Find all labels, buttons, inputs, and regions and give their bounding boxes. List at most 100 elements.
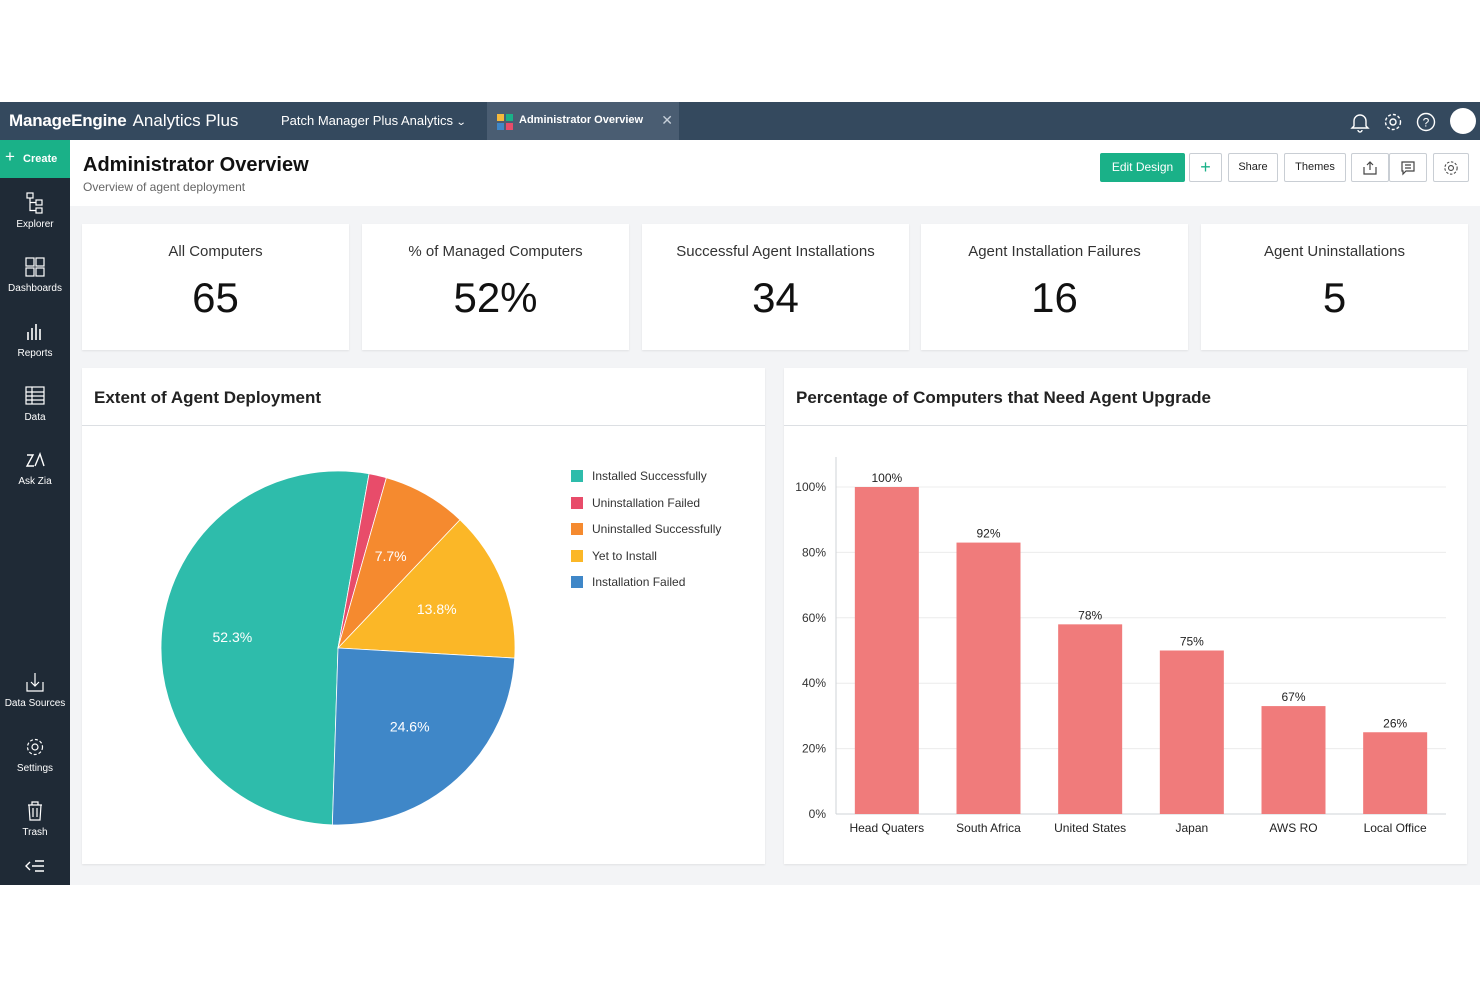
legend-swatch: [571, 496, 583, 509]
kpi-title: Successful Agent Installations: [676, 243, 875, 260]
sidebar: + Create Explorer Dashboards: [0, 140, 70, 885]
kpi-value: 16: [1031, 274, 1078, 321]
pie-slice-installed-successfully[interactable]: [160, 470, 370, 826]
legend-label: Uninstalled Successfully: [592, 522, 722, 536]
ask-zia-icon: [25, 452, 45, 467]
workspace-selector[interactable]: Patch Manager Plus Analytics ⌄: [281, 113, 467, 128]
workspace-label: Patch Manager Plus Analytics: [281, 113, 453, 128]
chart-title: Extent of Agent Deployment: [94, 388, 321, 407]
help-icon[interactable]: ?: [1415, 111, 1437, 133]
card-divider: [784, 425, 1467, 426]
y-tick-label: 0%: [809, 807, 827, 821]
sidebar-item-explorer[interactable]: Explorer: [0, 191, 70, 241]
x-tick-label: South Africa: [956, 821, 1021, 835]
bar-data-label: 26%: [1383, 716, 1407, 730]
sidebar-item-data[interactable]: Data: [0, 384, 70, 434]
edit-design-button[interactable]: Edit Design: [1100, 153, 1185, 182]
share-button[interactable]: Share: [1228, 153, 1278, 182]
sidebar-item-trash[interactable]: Trash: [0, 799, 70, 849]
user-avatar[interactable]: [1450, 108, 1476, 134]
kpi-all-computers[interactable]: All Computers 65: [82, 224, 349, 350]
sidebar-item-dashboards[interactable]: Dashboards: [0, 255, 70, 305]
legend-item-yet-to-install[interactable]: Yet to Install: [571, 549, 657, 563]
export-button[interactable]: [1351, 153, 1389, 182]
x-tick-label: Local Office: [1364, 821, 1427, 835]
sidebar-item-settings[interactable]: Settings: [0, 735, 70, 785]
x-tick-label: Head Quaters: [849, 821, 924, 835]
dashboards-icon: [25, 257, 45, 277]
pie-data-label: 24.6%: [390, 718, 430, 734]
bar-local-office[interactable]: [1363, 732, 1428, 814]
bar-data-label: 75%: [1180, 635, 1204, 649]
bar-chart[interactable]: 0% 20% 40% 60% 80% 100% 100% Head Quaters 92% Sou…: [784, 426, 1467, 862]
legend-swatch: [571, 523, 583, 535]
dashboard-tab-icon: [497, 114, 513, 130]
card-divider: [82, 425, 765, 426]
legend-item-installed-successfully[interactable]: Installed Successfully: [571, 469, 707, 483]
kpi-value: 65: [192, 274, 239, 321]
pie-chart-card: Extent of Agent Deployment 52.3% 7.7% 13.8…: [82, 368, 765, 864]
brand-primary: ManageEngine: [9, 111, 127, 130]
bar-data-label: 67%: [1281, 690, 1305, 704]
bar-japan[interactable]: [1159, 650, 1224, 815]
sidebar-item-ask-zia[interactable]: Ask Zia: [0, 448, 70, 498]
page-subtitle: Overview of agent deployment: [83, 180, 246, 194]
tab-label: Administrator Overview: [519, 114, 644, 126]
kpi-title: Agent Uninstallations: [1264, 243, 1405, 260]
close-tab-icon[interactable]: ✕: [661, 112, 673, 128]
legend-label: Installation Failed: [592, 575, 686, 589]
kpi-title: % of Managed Computers: [408, 243, 583, 260]
bar-chart-card: Percentage of Computers that Need Agent …: [784, 368, 1467, 864]
add-button[interactable]: +: [1189, 153, 1222, 182]
brand-logo[interactable]: ManageEngine Analytics Plus: [9, 111, 238, 131]
pie-chart[interactable]: 52.3% 7.7% 13.8% 24.6%: [82, 426, 562, 862]
legend-swatch: [571, 576, 583, 588]
y-tick-label: 100%: [795, 480, 826, 494]
kpi-title: Agent Installation Failures: [968, 243, 1141, 260]
collapse-sidebar-icon[interactable]: [24, 858, 46, 874]
notification-bell-icon[interactable]: [1349, 111, 1371, 133]
explorer-icon: [26, 192, 43, 214]
brand-secondary: Analytics Plus: [132, 111, 239, 130]
kpi-uninstallations[interactable]: Agent Uninstallations 5: [1201, 224, 1468, 350]
plus-icon: +: [5, 147, 15, 166]
x-tick-label: Japan: [1175, 821, 1208, 835]
settings-icon: [26, 738, 44, 756]
bar-head-quaters[interactable]: [854, 487, 919, 814]
dashboard-settings-button[interactable]: [1433, 153, 1469, 182]
y-tick-label: 80%: [802, 545, 826, 559]
y-tick-label: 40%: [802, 676, 826, 690]
kpi-successful-installations[interactable]: Successful Agent Installations 34: [642, 224, 909, 350]
comment-button[interactable]: [1389, 153, 1427, 182]
legend-label: Uninstallation Failed: [592, 495, 701, 510]
data-icon: [25, 386, 45, 405]
gear-icon[interactable]: [1382, 111, 1404, 133]
bar-data-label: 92%: [976, 527, 1000, 541]
tab-administrator-overview[interactable]: Administrator Overview ✕: [487, 102, 679, 140]
pie-slice-yet-to-install[interactable]: [337, 519, 516, 659]
sidebar-item-reports[interactable]: Reports: [0, 320, 70, 370]
reports-icon: [27, 324, 41, 340]
kpi-installation-failures[interactable]: Agent Installation Failures 16: [921, 224, 1188, 350]
themes-button[interactable]: Themes: [1284, 153, 1346, 182]
legend-item-installation-failed[interactable]: Installation Failed: [571, 575, 685, 589]
kpi-value: 52%: [453, 274, 538, 321]
pie-slice-installation-failed[interactable]: [331, 647, 516, 826]
legend-item-uninstalled-successfully[interactable]: Uninstalled Successfully: [571, 522, 721, 536]
bar-data-label: 100%: [871, 471, 902, 485]
legend-item-uninstallation-failed[interactable]: Uninstallation Failed: [571, 496, 700, 510]
y-tick-label: 60%: [802, 611, 826, 625]
bar-south-africa[interactable]: [956, 542, 1021, 814]
comment-icon: [1401, 161, 1415, 176]
trash-icon: [28, 801, 42, 821]
gear-icon: [1444, 161, 1458, 175]
sidebar-item-data-sources[interactable]: Data Sources: [0, 670, 70, 720]
bar-aws-ro[interactable]: [1261, 706, 1326, 814]
bar-data-label: 78%: [1078, 608, 1102, 622]
pie-data-label: 52.3%: [213, 629, 253, 645]
x-tick-label: United States: [1054, 821, 1126, 835]
create-button[interactable]: + Create: [0, 140, 70, 178]
bar-united-states[interactable]: [1058, 624, 1123, 814]
chart-title: Percentage of Computers that Need Agent …: [796, 388, 1211, 407]
kpi-managed-computers[interactable]: % of Managed Computers 52%: [362, 224, 629, 350]
